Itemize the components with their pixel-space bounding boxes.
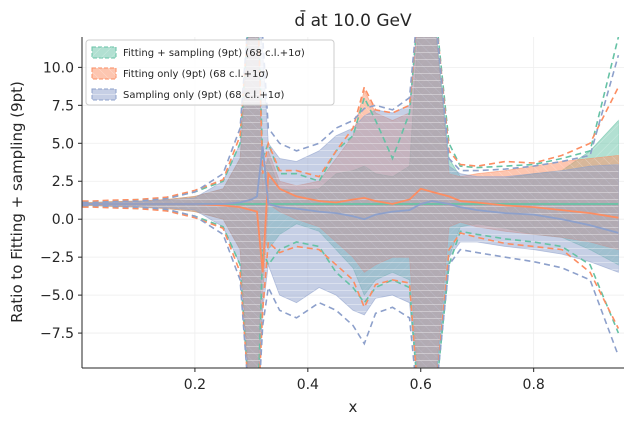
series-2-lower-dashed <box>82 204 620 368</box>
y-tick-label: −7.5 <box>40 326 74 342</box>
y-tick-label: 0.0 <box>52 212 74 228</box>
legend-label-0: Fitting + sampling (9pt) (68 c.l.+1σ) <box>123 48 305 59</box>
legend-swatch-hatch-2 <box>92 89 116 100</box>
chart-title: d̄ at 10.0 GeV <box>294 9 412 31</box>
y-tick-label: 10.0 <box>43 60 74 76</box>
y-tick-label: 7.5 <box>52 98 74 114</box>
x-axis-ticks: 0.2 0.4 0.6 0.8 <box>184 368 545 393</box>
x-tick-label: 0.2 <box>184 377 206 393</box>
legend-entries: Fitting + sampling (9pt) (68 c.l.+1σ) Fit… <box>91 46 305 101</box>
legend-frame <box>85 39 335 106</box>
x-tick-label: 0.4 <box>297 377 319 393</box>
x-axis-label: x <box>349 398 358 416</box>
x-tick-label: 0.6 <box>410 377 432 393</box>
series-lines <box>82 37 620 368</box>
series-2-upper-dashed <box>82 37 620 204</box>
y-tick-label: 2.5 <box>52 174 74 190</box>
y-tick-label: −2.5 <box>40 250 74 266</box>
y-axis-ticks: −7.5 −5.0 −2.5 0.0 2.5 5.0 7.5 10.0 <box>40 60 82 342</box>
legend: Fitting + sampling (9pt) (68 c.l.+1σ) Fit… <box>85 39 335 106</box>
series-1-upper-dashed <box>82 37 620 202</box>
legend-label-2: Sampling only (9pt) (68 c.l.+1σ) <box>123 90 284 101</box>
legend-label-1: Fitting only (9pt) (68 c.l.+1σ) <box>123 69 269 80</box>
legend-swatch-hatch-1 <box>92 68 116 79</box>
legend-swatch-hatch-0 <box>92 47 116 58</box>
y-tick-label: 5.0 <box>52 136 74 152</box>
series-2-central-line <box>82 146 619 234</box>
series-2-band-hatch <box>82 37 619 368</box>
x-tick-label: 0.8 <box>523 377 545 393</box>
series-1-lower-dashed <box>82 206 620 368</box>
y-axis-label: Ratio to Fitting + sampling (9pt) <box>8 81 26 323</box>
y-tick-label: −5.0 <box>40 288 74 304</box>
